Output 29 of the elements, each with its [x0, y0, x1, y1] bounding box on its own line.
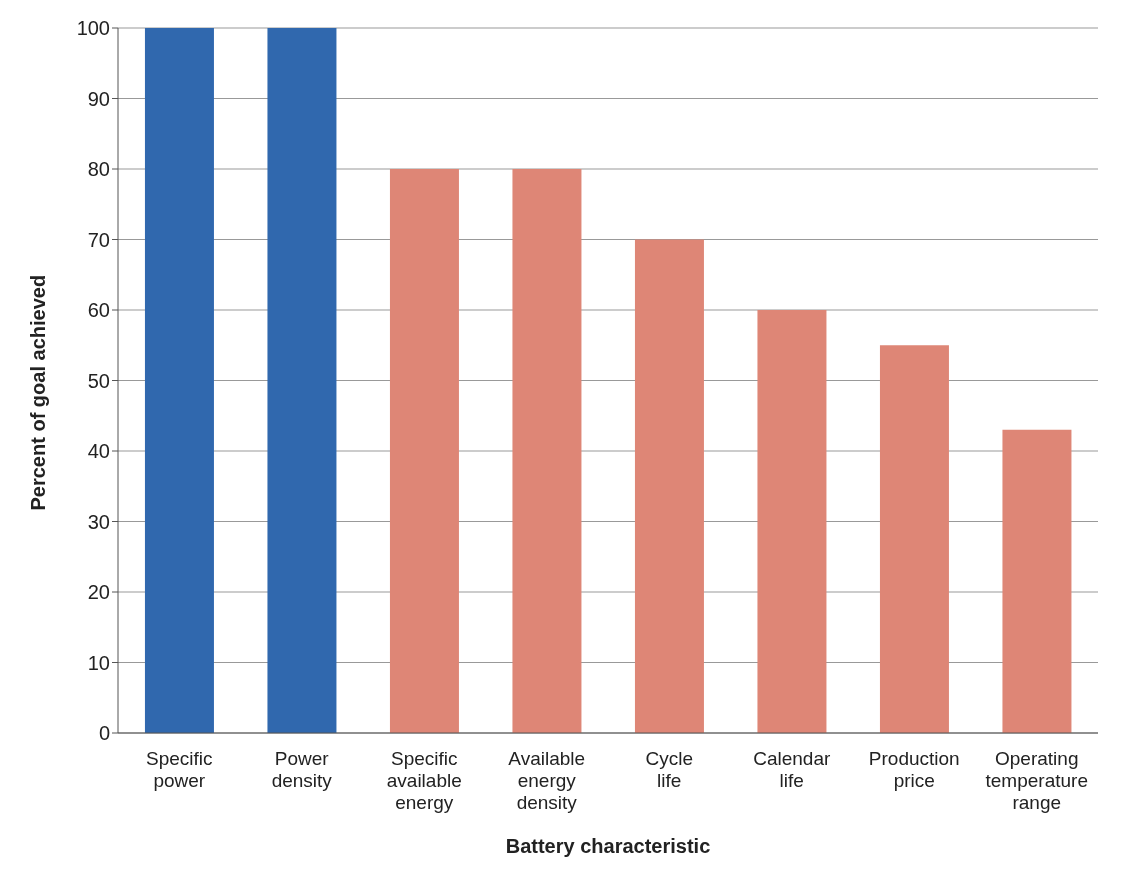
x-tick-label: Production price [868, 748, 960, 791]
y-tick-label: 30 [87, 510, 110, 533]
y-tick-label: 50 [87, 369, 110, 392]
x-axis-title: Battery characteristic [505, 835, 711, 857]
x-tick-label: Calendar life [753, 748, 831, 791]
x-tick-label: Cycle life [645, 748, 694, 791]
y-tick-label: 80 [87, 158, 110, 181]
y-tick-label: 20 [87, 581, 110, 604]
bar [389, 169, 459, 733]
y-tick-label: 0 [98, 722, 110, 745]
bar [634, 239, 704, 733]
bar [1002, 429, 1072, 733]
x-tick-label: Specific available energy [386, 748, 462, 813]
y-tick-label: 60 [87, 299, 110, 322]
bar [267, 28, 337, 733]
y-tick-label: 90 [87, 87, 110, 110]
bar [879, 345, 949, 733]
y-tick-label: 70 [87, 228, 110, 251]
y-axis-title: Percent of goal achieved [27, 274, 50, 511]
y-tick-label: 10 [87, 651, 110, 674]
bar [512, 169, 582, 733]
x-tick-label: Operating temperature range [985, 748, 1088, 813]
bar [757, 310, 827, 733]
x-tick-label: Specific power [145, 748, 213, 791]
x-tick-label: Power density [271, 748, 333, 791]
x-tick-label: Available energy density [508, 748, 586, 813]
y-tick-label: 100 [76, 17, 110, 40]
bar [144, 28, 214, 733]
y-tick-label: 40 [87, 440, 110, 463]
